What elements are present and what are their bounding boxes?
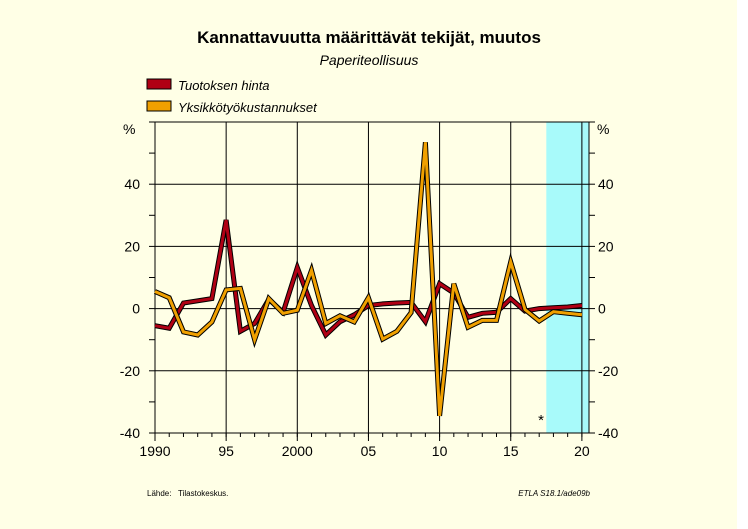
y-tick-label-right-1: 20 (598, 238, 614, 254)
source-text: Tilastokeskus. (178, 489, 228, 498)
x-tick-label-1: 95 (218, 443, 234, 459)
edge-stripe (737, 0, 748, 529)
y-tick-label-left-2: 0 (132, 301, 140, 317)
plot-frame (154, 121, 590, 434)
y-tick-label-left-1: 20 (124, 238, 140, 254)
legend-swatch-2 (146, 100, 172, 112)
x-tick-label-6: 20 (574, 443, 590, 459)
legend-swatch-1 (146, 78, 172, 90)
series-line-2 (154, 142, 583, 417)
legend-label-2: Yksikkötyökustannukset (178, 100, 318, 115)
chart-code: ETLA S18.1/ade09b (518, 489, 590, 498)
y-tick-label-right-4: -40 (598, 425, 618, 441)
series-line-1 (154, 219, 583, 338)
y-tick-label-left-3: -20 (120, 363, 140, 379)
chart-subtitle: Paperiteollisuus (320, 52, 419, 68)
forecast-band (546, 122, 589, 433)
y-tick-label-right-2: 0 (598, 301, 606, 317)
y-tick-label-right-3: -20 (598, 363, 618, 379)
y-tick-label-left-0: 40 (124, 176, 140, 192)
source-label: Lähde: (147, 489, 171, 498)
x-tick-label-2: 2000 (282, 443, 313, 459)
y-axis-label-right: % (597, 121, 609, 137)
y-tick-label-right-0: 40 (598, 176, 614, 192)
y-axis-label-left: % (123, 121, 135, 137)
x-tick-label-5: 15 (503, 443, 519, 459)
y-tick-label-left-4: -40 (120, 425, 140, 441)
legend-label-1: Tuotoksen hinta (178, 78, 270, 93)
x-tick-label-0: 1990 (139, 443, 170, 459)
chart-title: Kannattavuutta määrittävät tekijät, muut… (197, 28, 541, 47)
forecast-marker: * (538, 412, 544, 429)
x-tick-label-3: 05 (361, 443, 377, 459)
x-tick-label-4: 10 (432, 443, 448, 459)
